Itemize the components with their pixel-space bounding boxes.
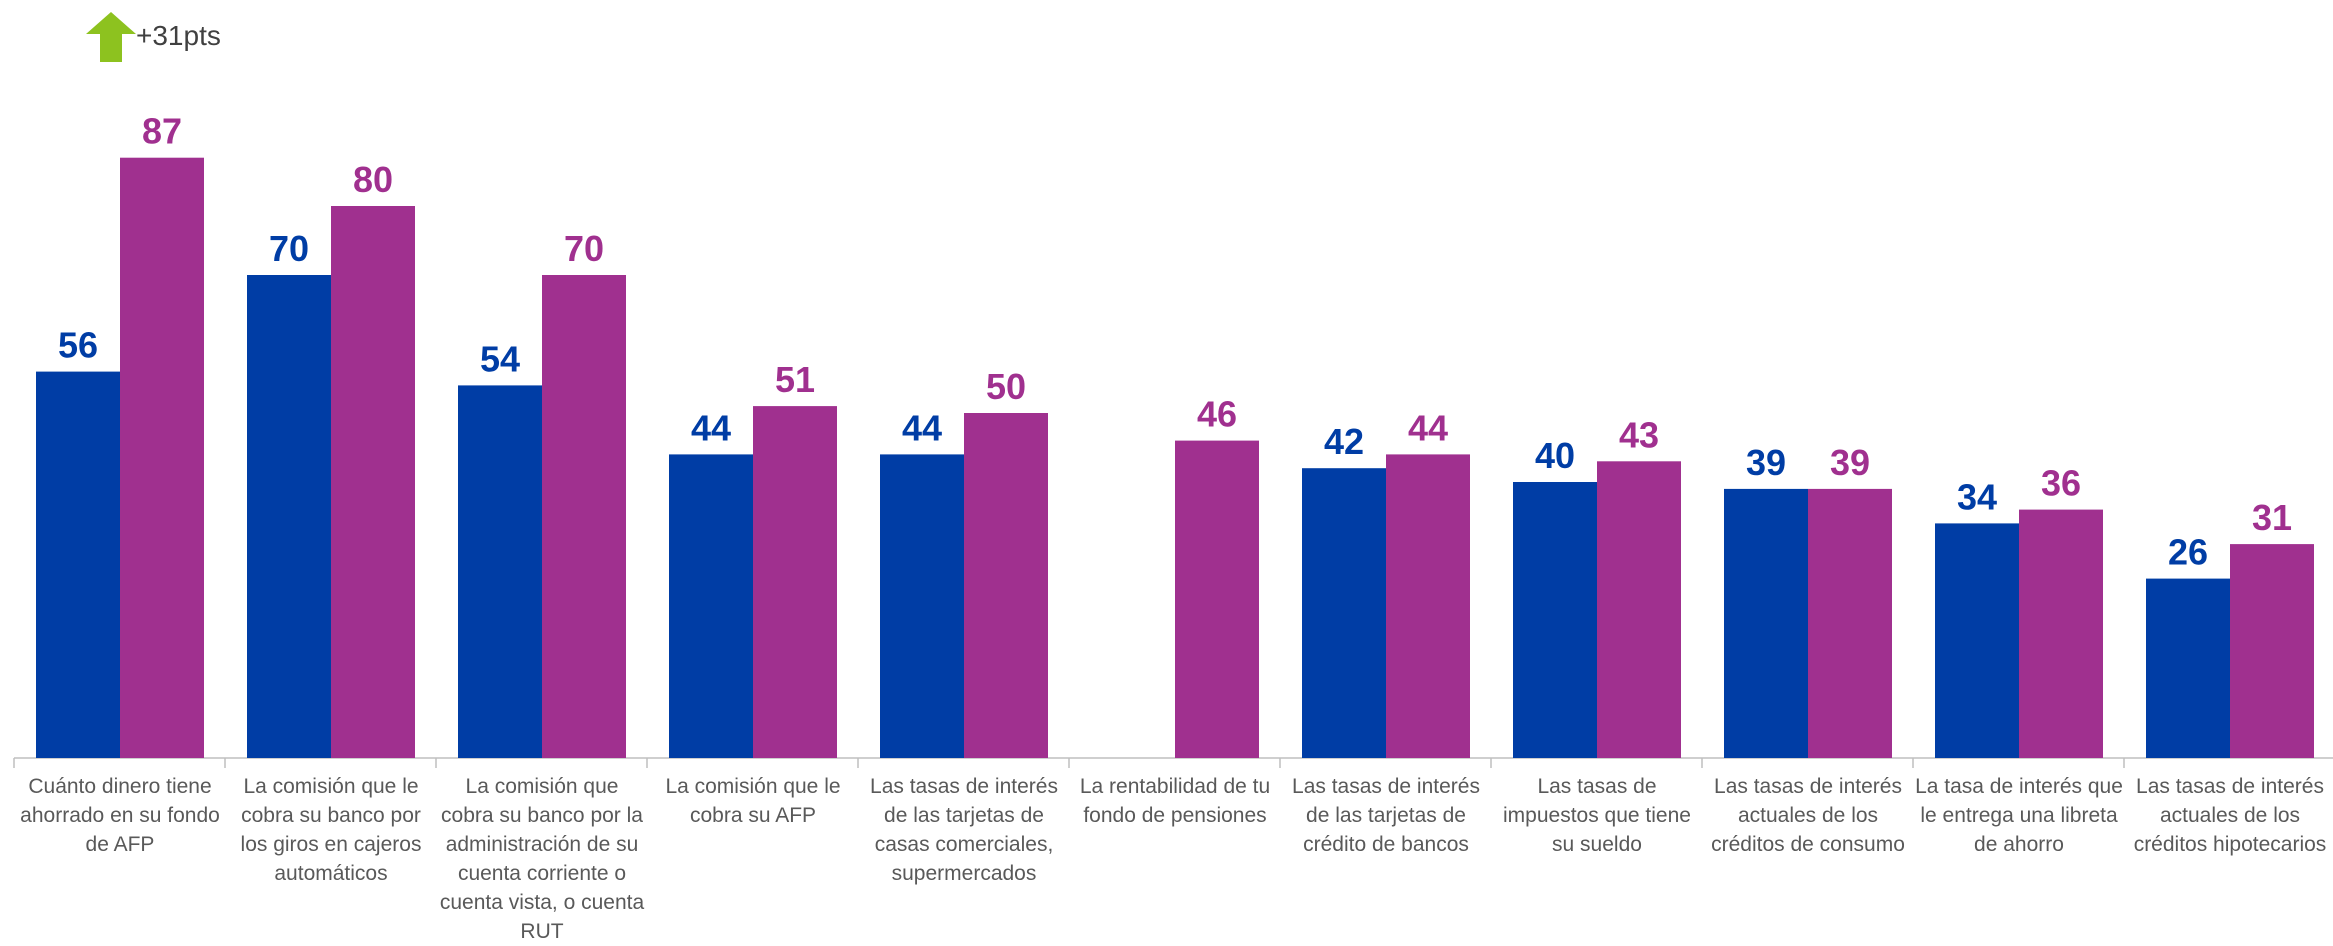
data-label-series-2-category-8: 43 bbox=[1619, 414, 1659, 455]
data-label-series-2-category-2: 80 bbox=[353, 159, 393, 200]
bar-series-1-category-10 bbox=[1935, 523, 2019, 758]
category-label: La comisión que cobra su banco por la ad… bbox=[439, 775, 645, 943]
data-label-series-2-category-11: 31 bbox=[2252, 497, 2292, 538]
bar-series-2-category-3 bbox=[542, 275, 626, 758]
bar-series-1-category-11 bbox=[2146, 578, 2230, 758]
category-label: Las tasas de interés actuales de los cré… bbox=[2133, 775, 2327, 856]
data-label-series-1-category-2: 70 bbox=[269, 228, 309, 269]
data-label-series-2-category-4: 51 bbox=[775, 359, 815, 400]
data-label-series-1-category-3: 54 bbox=[480, 338, 520, 379]
data-label-series-1-category-8: 40 bbox=[1535, 435, 1575, 476]
data-label-series-2-category-3: 70 bbox=[564, 228, 604, 269]
category-label: La comisión que le cobra su AFP bbox=[665, 775, 841, 827]
up-arrow-icon bbox=[86, 12, 136, 62]
category-label: Las tasas de interés de las tarjetas de … bbox=[870, 775, 1058, 885]
bar-series-2-category-4 bbox=[753, 406, 837, 758]
bar-series-1-category-2 bbox=[247, 275, 331, 758]
data-label-series-1-category-4: 44 bbox=[691, 407, 731, 448]
data-label-series-2-category-7: 44 bbox=[1408, 407, 1448, 448]
category-label: Las tasas de interés de las tarjetas de … bbox=[1292, 775, 1480, 856]
bar-series-1-category-4 bbox=[669, 454, 753, 758]
data-label-series-2-category-1: 87 bbox=[142, 111, 182, 152]
bar-series-1-category-3 bbox=[458, 385, 542, 758]
data-label-series-2-category-10: 36 bbox=[2041, 463, 2081, 504]
data-label-series-1-category-10: 34 bbox=[1957, 476, 1997, 517]
data-label-series-1-category-11: 26 bbox=[2168, 532, 2208, 573]
data-label-series-2-category-6: 46 bbox=[1197, 394, 1237, 435]
bar-series-1-category-5 bbox=[880, 454, 964, 758]
data-label-series-1-category-5: 44 bbox=[902, 407, 942, 448]
change-badge: +31pts bbox=[86, 12, 276, 64]
bar-series-2-category-11 bbox=[2230, 544, 2314, 758]
bar-series-2-category-6 bbox=[1175, 440, 1259, 758]
bar-series-2-category-1 bbox=[120, 157, 204, 758]
category-label: Las tasas de interés actuales de los cré… bbox=[1711, 775, 1905, 856]
bar-series-2-category-9 bbox=[1808, 488, 1892, 758]
bar-series-1-category-1 bbox=[36, 371, 120, 758]
data-label-series-2-category-5: 50 bbox=[986, 366, 1026, 407]
change-badge-label: +31pts bbox=[136, 20, 221, 51]
bar-series-1-category-8 bbox=[1513, 482, 1597, 758]
bar-series-2-category-8 bbox=[1597, 461, 1681, 758]
category-label: La tasa de interés que le entrega una li… bbox=[1915, 775, 2123, 856]
data-label-series-1-category-7: 42 bbox=[1324, 421, 1364, 462]
bar-series-1-category-7 bbox=[1302, 468, 1386, 758]
category-label: Las tasas de impuestos que tiene su suel… bbox=[1503, 775, 1691, 856]
category-label: Cuánto dinero tiene ahorrado en su fondo… bbox=[20, 775, 220, 856]
bar-series-2-category-7 bbox=[1386, 454, 1470, 758]
data-label-series-2-category-9: 39 bbox=[1830, 442, 1870, 483]
bar-series-2-category-5 bbox=[964, 413, 1048, 758]
data-label-series-1-category-9: 39 bbox=[1746, 442, 1786, 483]
category-label: La comisión que le cobra su banco por lo… bbox=[240, 775, 422, 885]
bar-series-2-category-2 bbox=[331, 206, 415, 758]
category-label: La rentabilidad de tu fondo de pensiones bbox=[1079, 775, 1271, 827]
data-label-series-1-category-1: 56 bbox=[58, 325, 98, 366]
bar-series-2-category-10 bbox=[2019, 509, 2103, 758]
bar-series-1-category-9 bbox=[1724, 488, 1808, 758]
